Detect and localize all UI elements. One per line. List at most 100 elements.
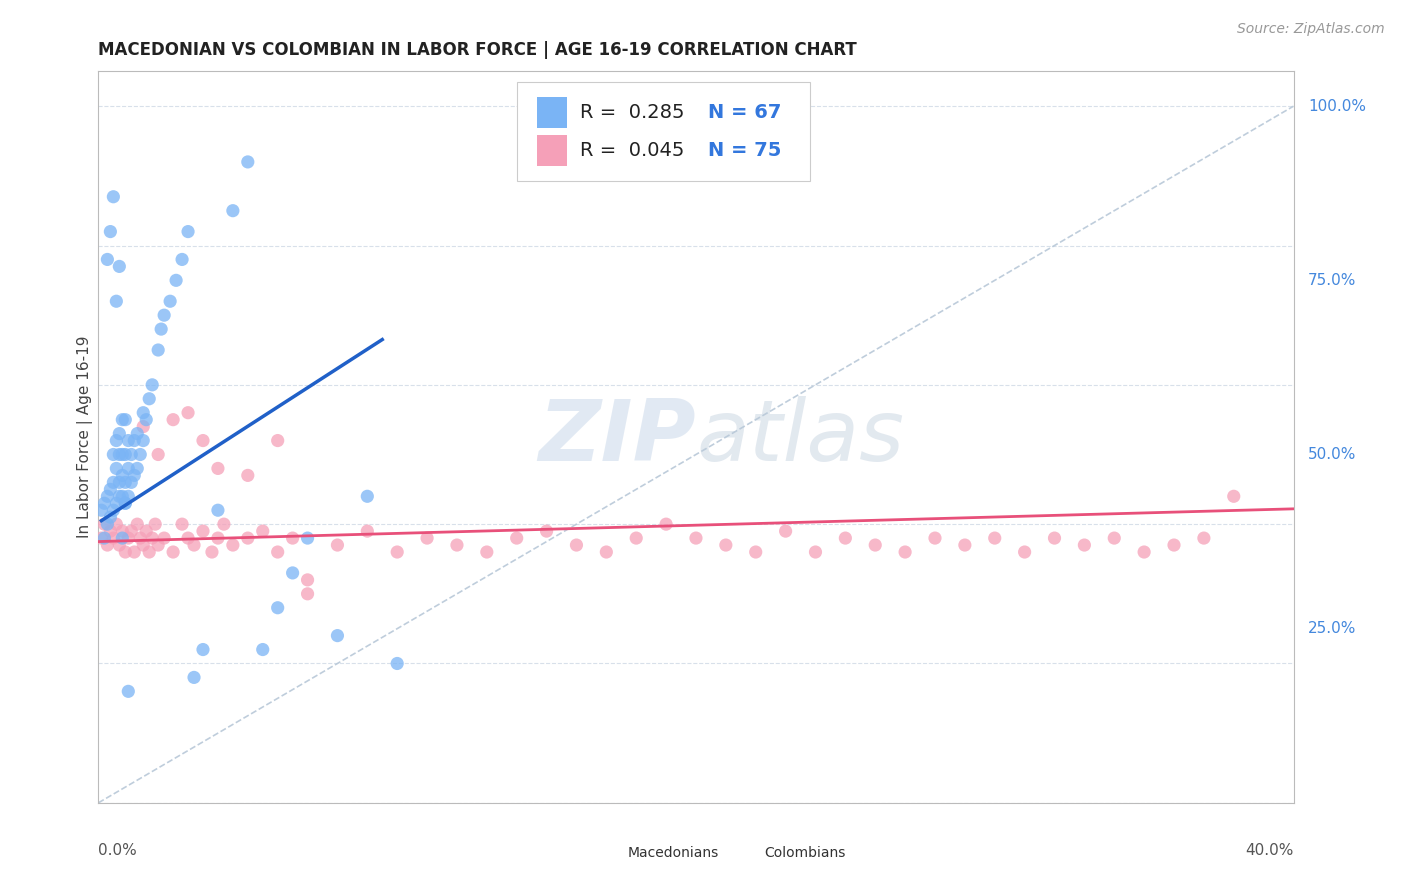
Point	[1192, 531, 1215, 545]
Point	[117, 489, 139, 503]
Point	[120, 448, 142, 462]
Point	[655, 517, 678, 532]
Point	[114, 545, 136, 559]
Point	[108, 538, 131, 552]
Point	[685, 531, 707, 545]
Point	[1014, 545, 1036, 559]
Point	[172, 252, 194, 267]
Point	[626, 531, 648, 545]
Point	[120, 475, 142, 490]
Point	[143, 517, 166, 532]
Point	[475, 545, 498, 559]
FancyBboxPatch shape	[517, 82, 810, 181]
Point	[212, 517, 235, 532]
Point	[385, 545, 409, 559]
Point	[90, 503, 112, 517]
Point	[297, 531, 319, 545]
Point	[124, 434, 146, 448]
Point	[129, 448, 152, 462]
Point	[595, 545, 617, 559]
Point	[326, 538, 349, 552]
Point	[191, 524, 214, 538]
Point	[103, 503, 125, 517]
Point	[162, 412, 184, 426]
Point	[108, 260, 131, 274]
Point	[127, 461, 149, 475]
Point	[207, 531, 229, 545]
Point	[1133, 545, 1156, 559]
Point	[96, 538, 118, 552]
Point	[96, 489, 118, 503]
Text: 50.0%: 50.0%	[1308, 447, 1357, 462]
Point	[111, 524, 134, 538]
Point	[105, 517, 128, 532]
Point	[191, 642, 214, 657]
Point	[804, 545, 827, 559]
Point	[141, 377, 163, 392]
Point	[281, 531, 304, 545]
Point	[129, 531, 152, 545]
Point	[124, 545, 146, 559]
Point	[138, 392, 160, 406]
Point	[117, 461, 139, 475]
Point	[108, 426, 131, 441]
Point	[222, 203, 245, 218]
Point	[536, 524, 558, 538]
Point	[148, 448, 170, 462]
Point	[165, 273, 187, 287]
Point	[1163, 538, 1185, 552]
Point	[416, 531, 439, 545]
Point	[236, 468, 259, 483]
Point	[105, 496, 128, 510]
Text: ZIP: ZIP	[538, 395, 696, 479]
Point	[111, 489, 134, 503]
Point	[267, 434, 290, 448]
Point	[356, 524, 378, 538]
Point	[108, 489, 131, 503]
Point	[120, 524, 142, 538]
Point	[141, 531, 163, 545]
Point	[114, 496, 136, 510]
Point	[446, 538, 468, 552]
Point	[96, 252, 118, 267]
Point	[565, 538, 588, 552]
Point	[105, 294, 128, 309]
Point	[714, 538, 737, 552]
Text: 75.0%: 75.0%	[1308, 273, 1357, 288]
Point	[177, 406, 200, 420]
Text: MACEDONIAN VS COLOMBIAN IN LABOR FORCE | AGE 16-19 CORRELATION CHART: MACEDONIAN VS COLOMBIAN IN LABOR FORCE |…	[98, 41, 858, 59]
Point	[153, 531, 176, 545]
Point	[138, 545, 160, 559]
Point	[267, 545, 290, 559]
Point	[148, 538, 170, 552]
Point	[135, 412, 157, 426]
Point	[326, 629, 349, 643]
Point	[984, 531, 1007, 545]
Point	[191, 434, 214, 448]
FancyBboxPatch shape	[537, 97, 567, 128]
Point	[105, 434, 128, 448]
Point	[105, 461, 128, 475]
Point	[183, 538, 205, 552]
Text: N = 75: N = 75	[709, 141, 782, 160]
FancyBboxPatch shape	[537, 135, 567, 166]
Point	[267, 600, 290, 615]
Point	[127, 426, 149, 441]
Point	[834, 531, 856, 545]
Point	[1104, 531, 1126, 545]
Point	[117, 684, 139, 698]
Point	[924, 531, 946, 545]
Point	[894, 545, 917, 559]
Point	[108, 475, 131, 490]
Point	[150, 322, 173, 336]
Point	[98, 524, 122, 538]
Point	[111, 448, 134, 462]
Point	[297, 587, 319, 601]
Point	[865, 538, 887, 552]
Point	[1073, 538, 1095, 552]
Point	[252, 642, 274, 657]
Text: 40.0%: 40.0%	[1246, 843, 1294, 858]
FancyBboxPatch shape	[730, 841, 756, 863]
Point	[183, 670, 205, 684]
Point	[177, 225, 200, 239]
